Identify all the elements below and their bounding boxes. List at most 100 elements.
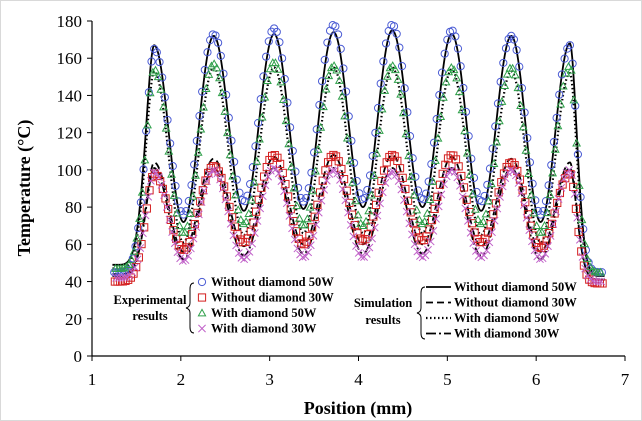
- experimental-point: [363, 185, 372, 195]
- experimental-point: [457, 105, 467, 114]
- experimental-point: [226, 219, 235, 228]
- experimental-point: [184, 251, 193, 260]
- experimental-point: [142, 204, 151, 213]
- experimental-point: [272, 27, 281, 37]
- experimental-point: [510, 70, 520, 79]
- experimental-point: [425, 225, 434, 234]
- experimental-point: [386, 168, 395, 177]
- simulation-legend: Simulation results Without diamond 50W Wi…: [354, 280, 577, 341]
- experimental-point: [157, 180, 166, 189]
- experimental-point: [331, 22, 340, 31]
- experimental-point: [334, 157, 343, 166]
- experimental-point: [494, 116, 504, 125]
- experimental-point: [517, 84, 527, 93]
- experimental-point: [270, 58, 280, 67]
- experimental-legend-marker: [197, 293, 207, 302]
- x-tick-label: 7: [621, 370, 630, 389]
- experimental-point: [516, 100, 526, 109]
- experimental-point: [326, 152, 335, 162]
- experimental-point: [194, 210, 203, 219]
- experimental-point: [400, 84, 409, 93]
- experimental-point: [299, 240, 309, 249]
- experimental-point: [345, 156, 355, 165]
- experimental-point: [196, 124, 206, 133]
- experimental-point: [120, 273, 129, 282]
- experimental-point: [555, 90, 564, 99]
- experimental-point: [143, 120, 152, 129]
- experimental-legend: Experimental results Without diamond 50W…: [114, 275, 335, 336]
- experimental-point: [124, 259, 134, 268]
- experimental-point: [278, 94, 288, 103]
- experimental-point: [510, 161, 519, 170]
- experimental-point: [344, 112, 353, 121]
- experimental-point: [529, 208, 539, 217]
- experimental-point: [154, 173, 163, 182]
- experimental-point: [233, 230, 242, 239]
- experimental-point: [377, 104, 387, 113]
- experimental-point: [341, 87, 351, 96]
- simulation-legend-label: With diamond 30W: [454, 327, 560, 341]
- experimental-point: [566, 65, 576, 74]
- experimental-point: [276, 159, 285, 169]
- experimental-point: [282, 199, 291, 208]
- experimental-point: [160, 93, 169, 102]
- experimental-point: [328, 166, 337, 175]
- experimental-point: [217, 88, 227, 97]
- experimental-point: [438, 92, 448, 101]
- experimental-point: [256, 204, 265, 213]
- experimental-point: [361, 235, 370, 244]
- experimental-point: [244, 209, 254, 218]
- experimental-point: [556, 99, 566, 108]
- experimental-point: [340, 111, 350, 120]
- experimental-point: [294, 213, 304, 222]
- experimental-point: [460, 126, 470, 135]
- experimental-point: [248, 163, 257, 172]
- experimental-point: [443, 35, 452, 44]
- experimental-point: [329, 150, 338, 160]
- experimental-point: [430, 204, 439, 213]
- experimental-point: [316, 122, 326, 131]
- experimental-point: [410, 240, 419, 249]
- experimental-point: [493, 99, 503, 108]
- experimental-point: [537, 243, 546, 253]
- experimental-point: [539, 207, 548, 216]
- experimental-point: [315, 188, 325, 197]
- experimental-point: [320, 55, 329, 64]
- experimental-point: [221, 195, 230, 204]
- experimental-point: [437, 190, 446, 199]
- experimental-point: [558, 180, 567, 189]
- experimental-point: [382, 158, 391, 167]
- experimental-point: [464, 216, 472, 225]
- experimental-point: [188, 191, 198, 200]
- experimental-legend-label: With diamond 30W: [211, 322, 317, 336]
- experimental-point: [208, 166, 217, 175]
- experimental-point: [361, 216, 371, 225]
- experimental-point: [293, 244, 302, 253]
- experimental-point: [485, 164, 495, 173]
- experimental-point: [308, 186, 318, 195]
- experimental-point: [527, 237, 536, 246]
- experimental-point: [513, 83, 523, 92]
- experimental-point: [449, 65, 459, 74]
- experimental-point: [512, 45, 521, 55]
- experimental-point: [451, 32, 460, 41]
- experimental-point: [493, 204, 502, 213]
- experimental-point: [538, 254, 547, 263]
- experimental-point: [342, 186, 351, 195]
- experimental-point: [546, 232, 555, 240]
- experimental-point: [313, 200, 322, 209]
- simulation-legend-label: Without diamond 30W: [454, 296, 577, 310]
- experimental-point: [354, 249, 363, 257]
- experimental-point: [534, 242, 543, 252]
- experimental-point: [121, 262, 131, 271]
- experimental-point: [272, 165, 281, 174]
- experimental-point: [183, 221, 192, 230]
- experimental-point: [344, 208, 353, 217]
- experimental-point: [162, 202, 171, 211]
- experimental-point: [525, 226, 534, 235]
- experimental-point: [544, 181, 553, 190]
- experimental-point: [467, 219, 477, 228]
- experimental-point: [349, 232, 358, 241]
- experimental-point: [200, 186, 209, 195]
- experimental-point: [278, 54, 287, 63]
